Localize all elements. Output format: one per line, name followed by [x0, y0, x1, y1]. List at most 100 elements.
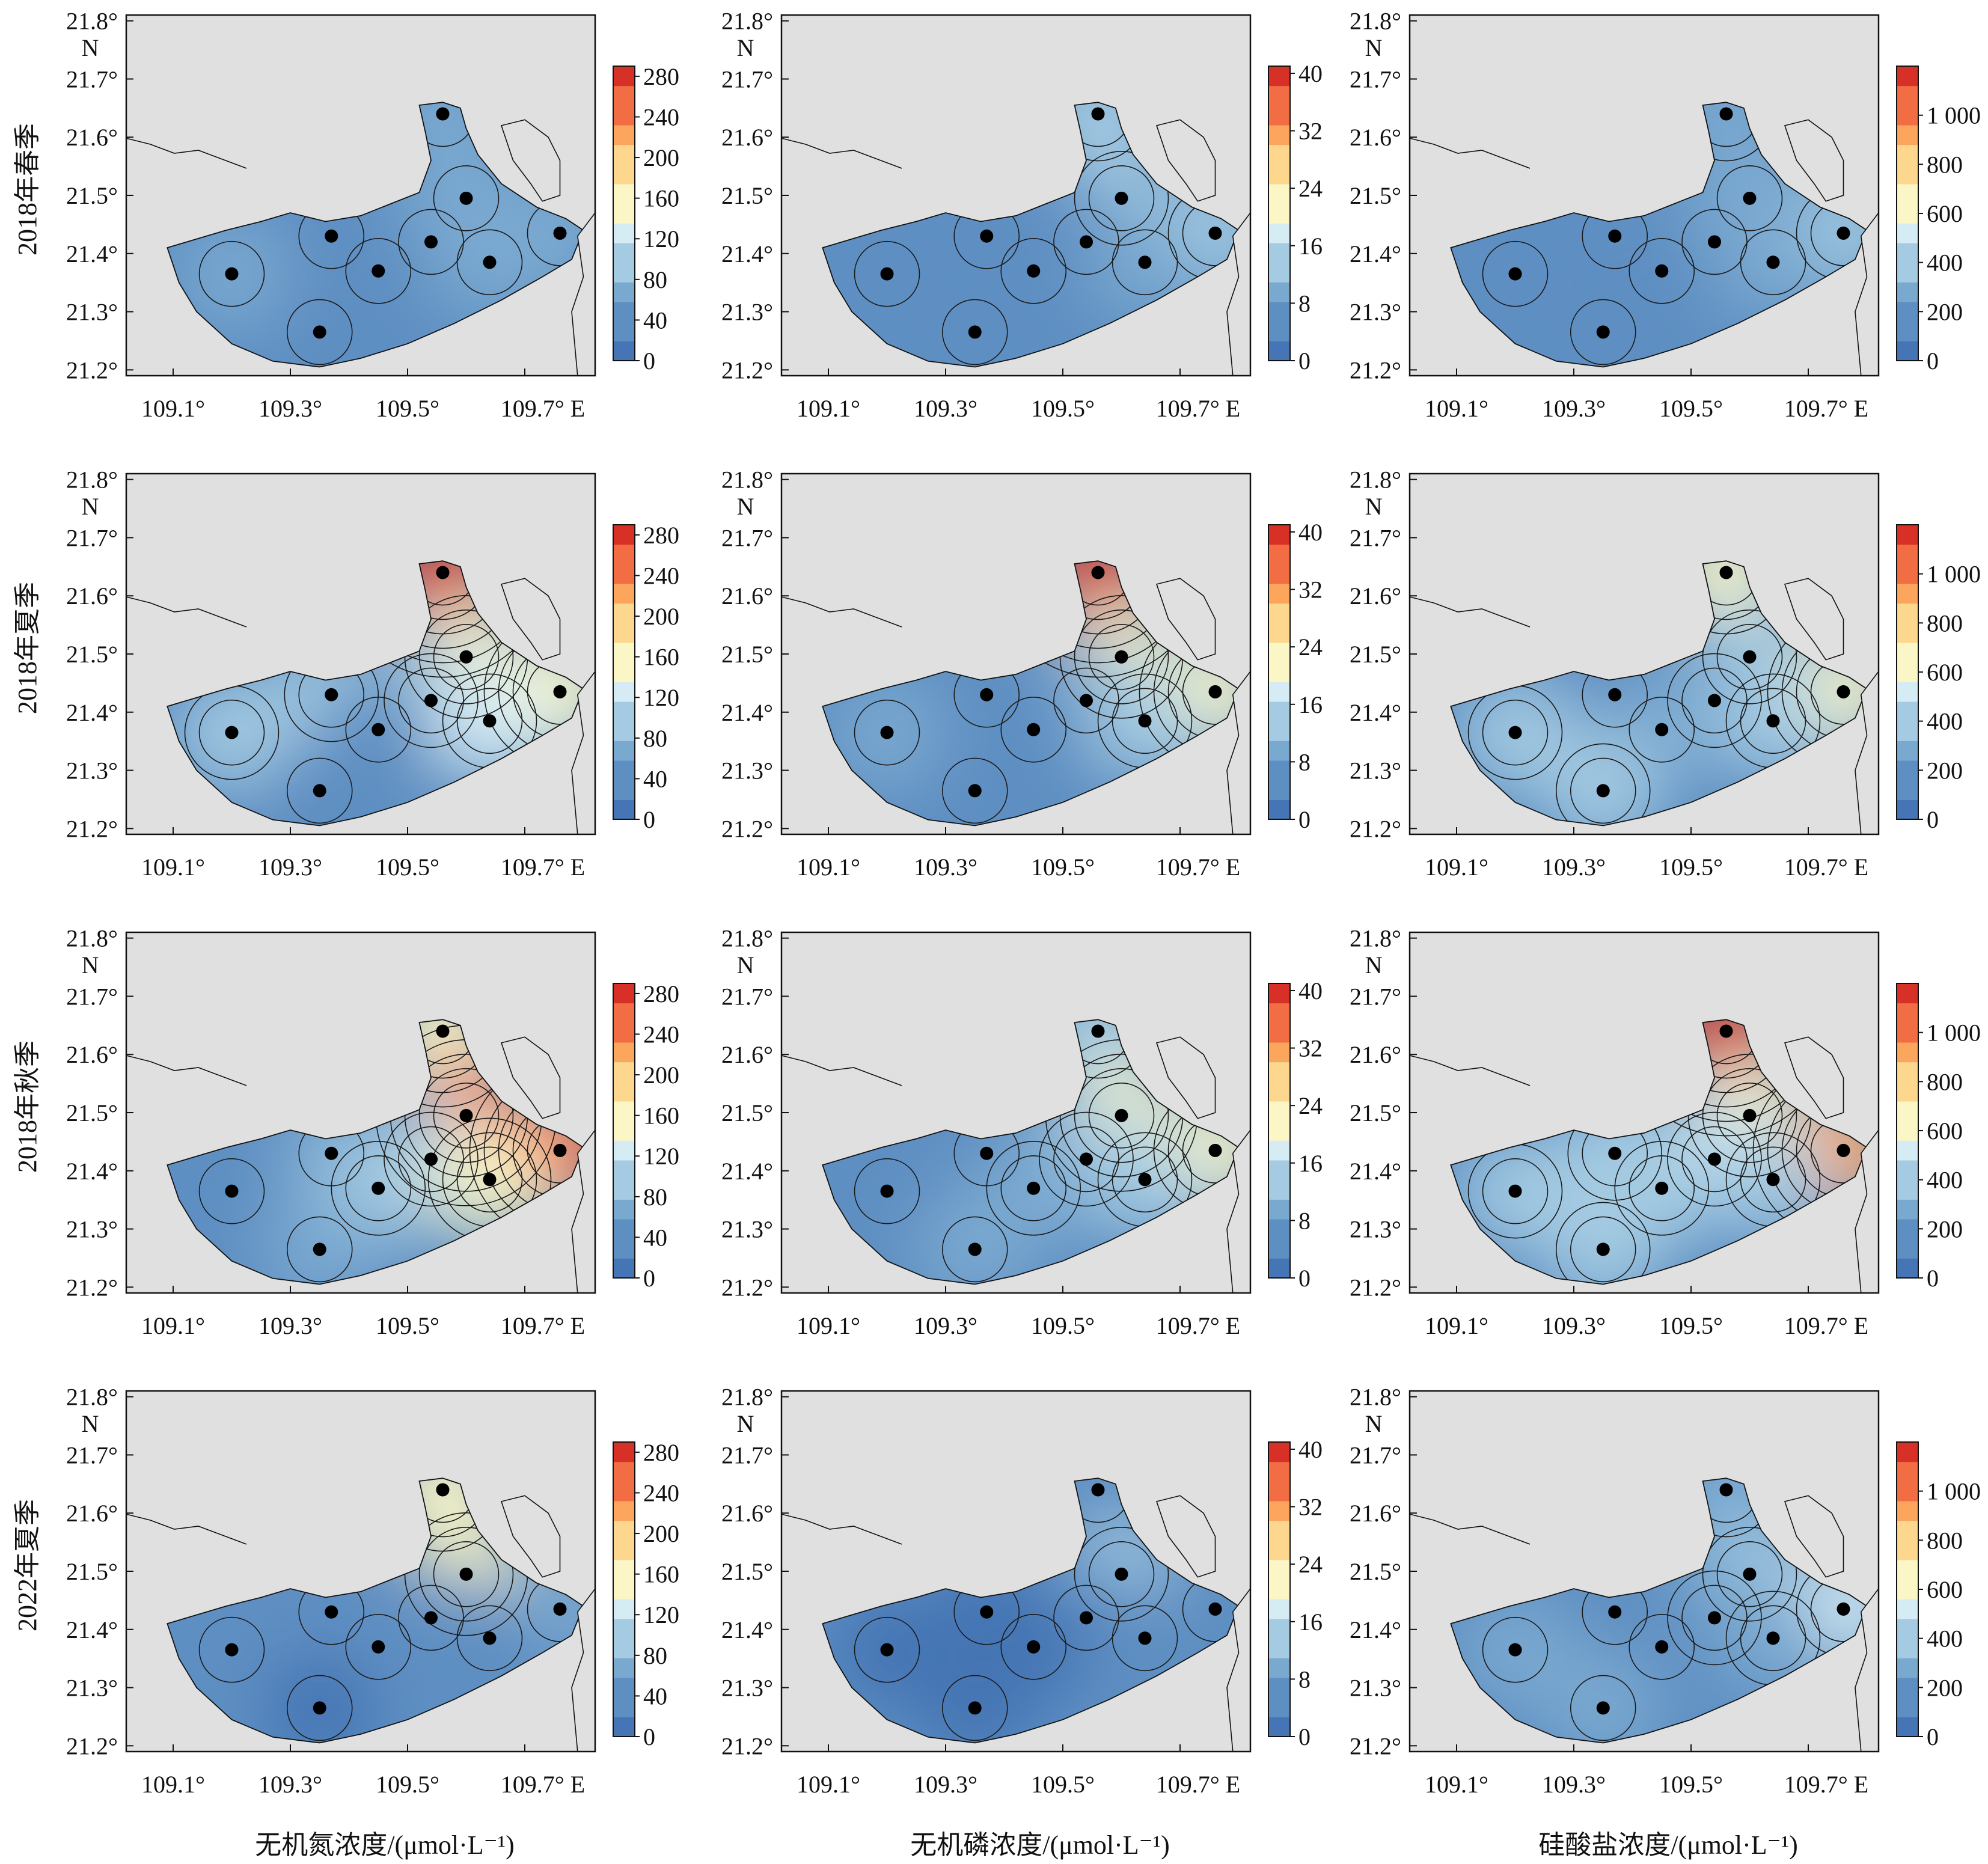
colorbar-segment — [613, 1140, 635, 1161]
lon-tick-label: 109.1° — [797, 854, 860, 881]
colorbar-segment — [613, 1619, 635, 1639]
lon-tick-label: 109.1° — [141, 395, 205, 422]
colorbar-tick-label: 120 — [643, 225, 679, 252]
colorbar-frame — [613, 524, 635, 820]
contour-line — [941, 757, 1008, 824]
contour-line — [1000, 1614, 1067, 1680]
colorbar-segment — [1897, 1238, 1918, 1259]
sampling-station — [553, 1143, 567, 1157]
colorbar-segment — [613, 1179, 635, 1200]
contour-line — [433, 1541, 500, 1607]
lon-tick-label: 109.7° E — [1156, 1771, 1240, 1798]
colorbar-segment — [1897, 662, 1918, 682]
sampling-station — [1719, 1483, 1733, 1497]
colorbar-segment — [1268, 203, 1290, 224]
lon-tick-label: 109.5° — [1031, 395, 1095, 422]
colorbar-segment — [613, 701, 635, 722]
colorbar: 0 200 400 600 800 1 000 — [1896, 524, 1981, 833]
west-coast-line — [781, 1055, 902, 1086]
lat-tick-label: 21.7° — [1350, 983, 1401, 1010]
contour-line — [1074, 151, 1169, 246]
sampling-station — [436, 107, 450, 121]
sampling-station — [980, 1146, 994, 1160]
colorbar-segment — [613, 1481, 635, 1502]
contour-line — [1088, 1541, 1155, 1607]
colorbar-tick-label: 200 — [1927, 757, 1963, 784]
sampling-station — [483, 1631, 497, 1645]
lat-tick-label: 21.3° — [721, 299, 773, 326]
contour-line — [1074, 1068, 1169, 1163]
lon-tick-label: 109.1° — [1425, 395, 1488, 422]
sampling-station — [313, 784, 326, 798]
colorbar-segment — [613, 662, 635, 682]
colorbar-segment — [613, 760, 635, 781]
coastline — [822, 1019, 1240, 1285]
colorbar-tick-label: 40 — [1298, 60, 1323, 87]
lon-tick-label: 109.3° — [1542, 1771, 1606, 1798]
lat-tick-label: 21.3° — [66, 1216, 118, 1243]
coastline — [822, 1477, 1240, 1744]
sampling-station — [372, 1181, 385, 1195]
lat-tick-label: 21.8° — [721, 1384, 773, 1411]
lat-tick-label: 21.7° — [1350, 524, 1401, 551]
colorbar-segment — [1897, 1042, 1918, 1063]
sampling-station — [1837, 226, 1850, 240]
sampling-station — [225, 267, 239, 281]
north-label: N — [82, 34, 99, 61]
sampling-station — [1115, 1108, 1128, 1122]
peninsula — [500, 1495, 561, 1578]
sampling-station — [1596, 1701, 1610, 1715]
west-coast-line — [1409, 1514, 1531, 1545]
west-coast-line — [126, 1514, 247, 1545]
sampling-station — [1596, 1242, 1610, 1256]
sampling-station — [1766, 255, 1780, 269]
colorbar: 0 200 400 600 800 1 000 — [1896, 1441, 1981, 1750]
lon-tick-label: 109.5° — [376, 1771, 439, 1798]
coastline — [1450, 1019, 1868, 1285]
lat-tick-label: 21.7° — [1350, 1441, 1401, 1468]
lon-tick-label: 109.7° E — [1784, 1312, 1868, 1339]
sampling-station — [968, 1701, 982, 1715]
lat-tick-label: 21.3° — [721, 757, 773, 784]
colorbar-segment — [1268, 243, 1290, 263]
sampling-station — [325, 1146, 338, 1160]
sampling-station — [1091, 107, 1105, 121]
colorbar-segment — [1897, 1199, 1918, 1220]
colorbar-segment — [613, 341, 635, 361]
colorbar-segment — [1268, 1081, 1290, 1102]
row-label: 2018年春季 — [13, 123, 42, 255]
lon-tick-label: 109.5° — [376, 1312, 439, 1339]
colorbar-segment — [1897, 544, 1918, 564]
contour-line — [854, 699, 920, 766]
contour-line — [1702, 610, 1797, 704]
colorbar-tick-label: 200 — [1927, 298, 1963, 325]
sampling-station — [1596, 325, 1610, 339]
colorbar-tick-label: 400 — [1927, 708, 1963, 735]
colorbar-segment — [1897, 1442, 1918, 1462]
colorbar-segment — [1268, 1717, 1290, 1737]
lat-tick-label: 21.4° — [721, 699, 773, 726]
peninsula — [1784, 119, 1844, 202]
lat-tick-label: 21.4° — [1350, 1158, 1401, 1185]
contour-line — [433, 1083, 500, 1149]
colorbar-segment — [613, 1081, 635, 1102]
contour-line — [1000, 238, 1067, 304]
colorbar-tick-label: 0 — [1298, 806, 1311, 833]
lat-tick-label: 21.6° — [721, 124, 773, 151]
colorbar-segment — [1268, 1579, 1290, 1600]
colorbar-segment — [613, 780, 635, 800]
sampling-station — [1743, 650, 1757, 664]
colorbar-segment — [1897, 603, 1918, 623]
north-label: N — [737, 952, 754, 979]
colorbar-tick-label: 0 — [643, 1265, 655, 1292]
contour-line — [1629, 1155, 1695, 1221]
colorbar-segment — [613, 321, 635, 341]
lon-tick-label: 109.3° — [1542, 395, 1606, 422]
colorbar-tick-label: 160 — [643, 185, 679, 212]
lon-tick-label: 109.5° — [1659, 854, 1723, 881]
lon-tick-label: 109.7° E — [1156, 1312, 1240, 1339]
sampling-station — [325, 688, 338, 701]
contour-line — [1053, 667, 1119, 734]
lat-tick-label: 21.2° — [66, 815, 118, 842]
colorbar-segment — [1897, 1619, 1918, 1639]
